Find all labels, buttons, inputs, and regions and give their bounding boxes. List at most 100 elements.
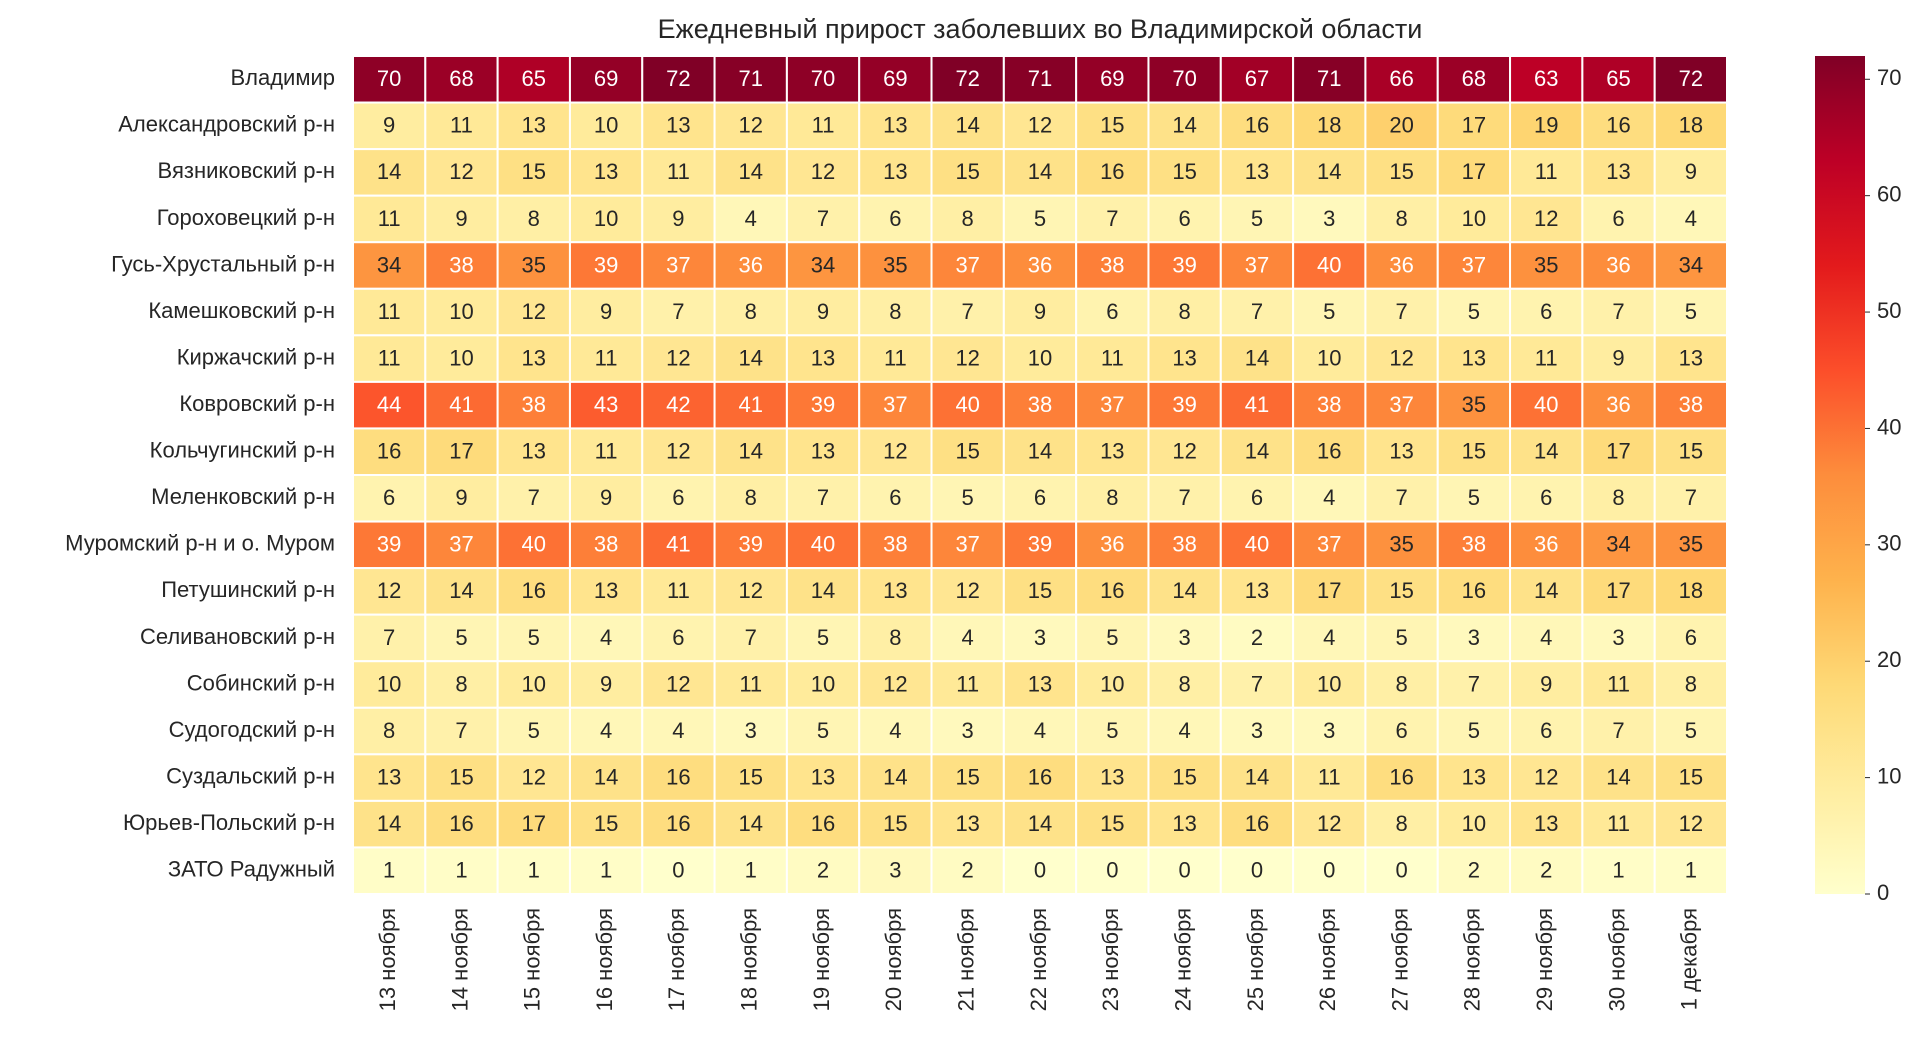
cell-label: 15 [883,811,907,836]
cell-label: 7 [1251,299,1263,324]
cell-label: 7 [1685,485,1697,510]
cell-label: 9 [455,206,467,231]
heatmap-cell [1364,287,1439,337]
heatmap-cell [858,101,933,151]
cell-label: 15 [955,159,979,184]
cell-label: 4 [600,625,612,650]
cell-label: 13 [883,159,907,184]
heatmap-cell [1147,799,1222,849]
cell-label: 42 [666,392,690,417]
heatmap-cell [568,520,644,570]
heatmap-cell [1581,846,1656,896]
heatmap-cell [785,194,861,244]
cell-label: 1 [600,858,612,883]
cell-label: 35 [1679,532,1703,557]
heatmap-cell [352,334,427,383]
cell-label: 3 [1034,625,1046,650]
cell-label: 5 [455,625,467,650]
y-tick-label: Судогодский р-н [169,717,335,742]
cell-label: 5 [1106,625,1118,650]
heatmap-cell [1075,148,1150,197]
cell-label: 6 [672,625,684,650]
cell-label: 9 [817,299,829,324]
x-tick-label: 24 ноября [1170,908,1195,1011]
cell-label: 3 [1251,718,1263,743]
cell-label: 12 [1172,439,1196,464]
heatmap-cell [1002,567,1078,616]
x-tick-label: 15 ноября [520,908,545,1011]
cell-label: 12 [666,439,690,464]
cell-label: 41 [1245,392,1269,417]
y-tick-label: Ковровский р-н [179,391,335,416]
cell-label: 11 [1318,764,1341,789]
cell-label: 38 [1317,392,1341,417]
heatmap-cell [713,241,788,290]
cell-label: 6 [1540,485,1552,510]
colorbar-tick-label: 50 [1877,298,1901,323]
cell-label: 8 [1179,671,1191,696]
heatmap-cell [1653,520,1728,570]
heatmap-cell [1364,380,1439,430]
heatmap-cell [858,846,933,896]
cell-label: 5 [1251,206,1263,231]
heatmap-cell [1075,613,1150,663]
heatmap-cell [1002,148,1078,197]
cell-label: 8 [745,299,757,324]
cell-label: 16 [1245,811,1269,836]
cell-label: 7 [1251,671,1263,696]
cell-label: 65 [522,66,546,91]
heatmap-cell [930,287,1005,337]
heatmap-cell [1002,55,1078,104]
x-tick-label: 28 ноября [1460,908,1485,1011]
heatmap-cell [713,55,788,104]
x-tick-label: 17 ноября [664,908,689,1011]
heatmap-cell [930,380,1005,430]
heatmap-cell [568,101,644,151]
cell-label: 8 [1106,485,1118,510]
heatmap-cell [1219,148,1295,197]
heatmap-cell [1292,334,1367,383]
heatmap-cell [1292,427,1367,477]
chart-title: Ежедневный прирост заболевших во Владими… [658,14,1423,44]
heatmap-cell [785,520,861,570]
cell-label: 41 [449,392,473,417]
cell-label: 18 [1679,578,1703,603]
y-tick-label: Кольчугинский р-н [150,438,335,463]
cell-label: 13 [594,159,618,184]
cell-label: 11 [884,345,907,370]
cell-label: 16 [1389,764,1413,789]
cell-label: 71 [1028,66,1052,91]
y-tick-label: Гусь-Хрустальный р-н [111,251,335,276]
cell-label: 2 [1468,858,1480,883]
heatmap-cell [1147,241,1222,290]
heatmap-cell [1436,427,1512,477]
cell-label: 12 [377,578,401,603]
cell-label: 1 [745,858,757,883]
cell-label: 11 [739,671,762,696]
cell-label: 40 [1534,392,1558,417]
cell-label: 1 [1612,858,1624,883]
heatmap-cell [858,287,933,337]
cell-label: 69 [594,66,618,91]
heatmap-cell [1509,148,1584,197]
cell-label: 4 [1540,625,1552,650]
cell-label: 12 [811,159,835,184]
heatmap-cell [713,334,788,383]
cell-label: 40 [1317,252,1341,277]
cell-label: 4 [1179,718,1191,743]
cell-label: 6 [1540,299,1552,324]
heatmap-cell [424,660,499,709]
cell-label: 11 [595,345,618,370]
heatmap-cell [352,567,427,616]
cell-label: 9 [1034,299,1046,324]
cell-label: 13 [1534,811,1558,836]
cell-label: 14 [377,811,401,836]
cell-label: 5 [1323,299,1335,324]
cell-label: 13 [1100,439,1124,464]
cell-label: 11 [956,671,979,696]
heatmap-cell [1364,194,1439,244]
heatmap-cell [1581,474,1656,523]
cell-label: 8 [1395,671,1407,696]
cell-label: 9 [1685,159,1697,184]
y-tick-label: Меленковский р-н [151,484,335,509]
